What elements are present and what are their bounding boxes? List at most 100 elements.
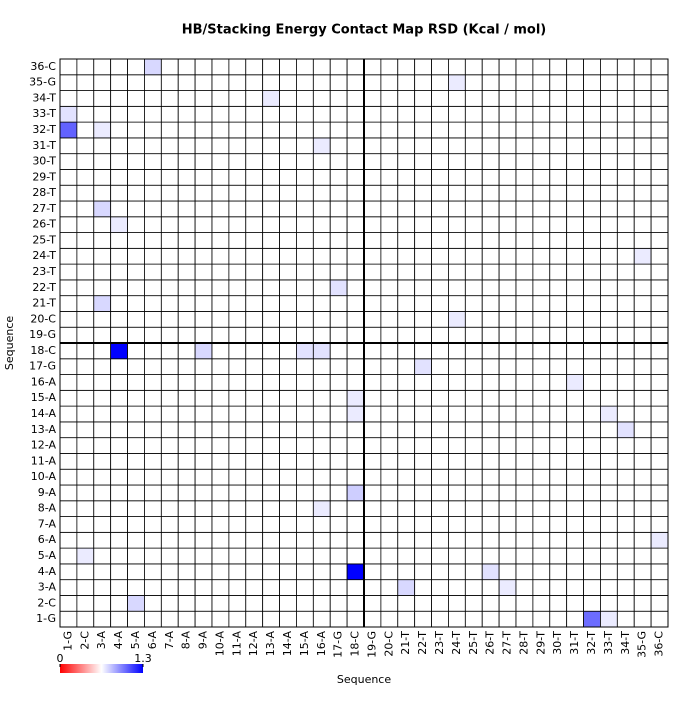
cell bbox=[110, 311, 128, 328]
cell bbox=[160, 468, 179, 486]
cell bbox=[481, 169, 500, 186]
cell bbox=[59, 121, 78, 139]
cell bbox=[312, 531, 331, 549]
cell bbox=[245, 326, 264, 344]
cell bbox=[93, 105, 112, 123]
cell bbox=[296, 579, 314, 596]
cell bbox=[296, 279, 314, 297]
cell bbox=[583, 437, 601, 454]
cell bbox=[448, 595, 466, 612]
cell bbox=[464, 374, 483, 391]
cell bbox=[464, 247, 483, 265]
cell bbox=[76, 563, 95, 581]
cell bbox=[498, 500, 517, 517]
cell bbox=[481, 405, 500, 423]
cell bbox=[93, 610, 112, 628]
cell bbox=[245, 216, 264, 233]
cell bbox=[464, 74, 483, 91]
cell bbox=[312, 468, 331, 486]
cell bbox=[177, 421, 196, 439]
cell bbox=[481, 468, 500, 486]
cell bbox=[346, 137, 365, 155]
cell bbox=[279, 389, 297, 407]
cell bbox=[363, 547, 382, 565]
cell bbox=[296, 374, 314, 391]
cell bbox=[600, 90, 618, 107]
cell bbox=[93, 184, 112, 202]
cell bbox=[346, 105, 365, 123]
y-tick-label: 25-T bbox=[32, 233, 56, 246]
cell bbox=[160, 169, 179, 186]
cell bbox=[211, 342, 230, 360]
cell bbox=[600, 374, 618, 391]
cell bbox=[93, 263, 112, 281]
cell bbox=[262, 74, 280, 91]
cell bbox=[279, 484, 297, 502]
cell bbox=[329, 311, 348, 328]
cell bbox=[650, 200, 669, 218]
cell bbox=[431, 200, 449, 218]
x-tick-label: 16-A bbox=[315, 631, 328, 657]
cell bbox=[127, 563, 145, 581]
cell bbox=[346, 90, 365, 107]
cell bbox=[549, 374, 568, 391]
cell bbox=[59, 500, 78, 517]
cell bbox=[144, 247, 162, 265]
cell bbox=[279, 74, 297, 91]
cell bbox=[583, 184, 601, 202]
cell bbox=[464, 500, 483, 517]
cell bbox=[431, 374, 449, 391]
cell bbox=[110, 153, 128, 170]
cell bbox=[448, 90, 466, 107]
cell bbox=[329, 405, 348, 423]
cell bbox=[262, 279, 280, 297]
cell bbox=[93, 389, 112, 407]
cell bbox=[616, 468, 635, 486]
cell bbox=[566, 137, 584, 155]
cell bbox=[93, 437, 112, 454]
cell bbox=[59, 374, 78, 391]
cell bbox=[346, 563, 365, 581]
cell bbox=[194, 500, 213, 517]
cell bbox=[144, 279, 162, 297]
cell bbox=[380, 468, 399, 486]
y-tick-label: 20-C bbox=[30, 312, 56, 325]
cell bbox=[245, 295, 264, 312]
cell bbox=[380, 531, 399, 549]
cell bbox=[245, 105, 264, 123]
cell bbox=[397, 184, 416, 202]
cell bbox=[532, 169, 551, 186]
cell bbox=[59, 200, 78, 218]
cell bbox=[194, 169, 213, 186]
cell bbox=[363, 563, 382, 581]
cell bbox=[245, 484, 264, 502]
cell bbox=[177, 389, 196, 407]
cell bbox=[346, 500, 365, 517]
cell bbox=[566, 74, 584, 91]
cell bbox=[397, 105, 416, 123]
cell bbox=[329, 342, 348, 360]
cell bbox=[633, 547, 652, 565]
cell bbox=[93, 421, 112, 439]
cell bbox=[616, 90, 635, 107]
cell bbox=[380, 295, 399, 312]
cell bbox=[245, 184, 264, 202]
cell bbox=[481, 579, 500, 596]
cell bbox=[211, 437, 230, 454]
cell bbox=[515, 405, 534, 423]
cell bbox=[110, 579, 128, 596]
cell bbox=[312, 516, 331, 533]
cell bbox=[515, 563, 534, 581]
cell bbox=[633, 374, 652, 391]
cell bbox=[498, 247, 517, 265]
cell bbox=[397, 247, 416, 265]
cell bbox=[515, 200, 534, 218]
cell bbox=[566, 421, 584, 439]
cell bbox=[481, 484, 500, 502]
cell bbox=[431, 531, 449, 549]
cell bbox=[532, 279, 551, 297]
cell bbox=[59, 563, 78, 581]
cell bbox=[583, 484, 601, 502]
cell bbox=[194, 311, 213, 328]
y-tick-label: 4-A bbox=[38, 565, 57, 578]
